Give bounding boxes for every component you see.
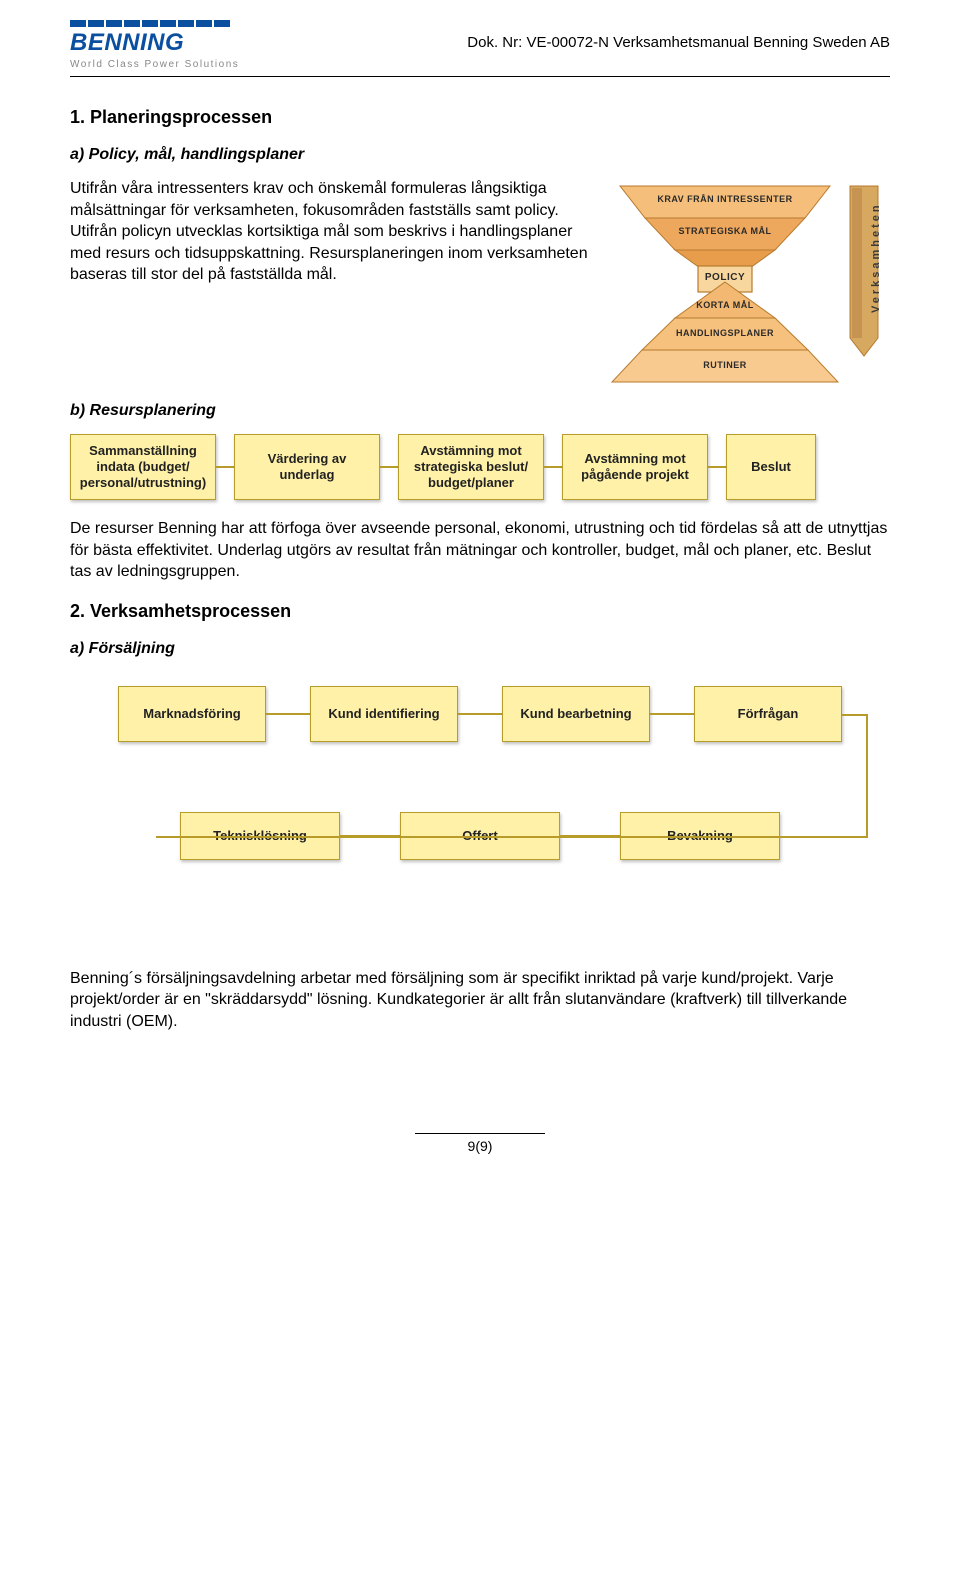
pyramid-side-label: Verksamheten bbox=[870, 188, 882, 328]
flow-box-kund-bearbetning: Kund bearbetning bbox=[502, 686, 650, 742]
logo: BENNING World Class Power Solutions bbox=[70, 20, 270, 70]
section-2a-text: Benning´s försäljningsavdelning arbetar … bbox=[70, 968, 890, 1033]
pyramid-label-policy: Policy bbox=[705, 272, 745, 283]
page-number: 9(9) bbox=[468, 1138, 493, 1154]
flow-elbow bbox=[156, 836, 868, 838]
section-1-title: 1. Planeringsprocessen bbox=[70, 107, 890, 128]
flow-connector bbox=[216, 466, 234, 468]
policy-pyramid-diagram: Krav från intressenter Strategiska mål P… bbox=[600, 178, 890, 388]
pyramid-label-krav: Krav från intressenter bbox=[657, 194, 792, 204]
flow-box-kund-identifiering: Kund identifiering bbox=[310, 686, 458, 742]
flow-box-beslut: Beslut bbox=[726, 434, 816, 500]
flow-connector bbox=[708, 466, 726, 468]
flow-connector bbox=[266, 713, 310, 715]
page-footer: 9(9) bbox=[70, 1133, 890, 1154]
pyramid-label-handlingsplaner: Handlingsplaner bbox=[676, 328, 774, 338]
flow-box-marknadsforing: Marknadsföring bbox=[118, 686, 266, 742]
flow-connector bbox=[380, 466, 398, 468]
resource-planning-flow: Sammanställning indata (budget/ personal… bbox=[70, 434, 890, 500]
sales-flow: Marknadsföring Kund identifiering Kund b… bbox=[70, 686, 890, 888]
flow-elbow bbox=[842, 714, 866, 716]
section-1b-title: b) Resursplanering bbox=[70, 402, 890, 420]
document-number: Dok. Nr: VE-00072-N Verksamhetsmanual Be… bbox=[270, 20, 890, 51]
flow-connector bbox=[458, 713, 502, 715]
page-header: BENNING World Class Power Solutions Dok.… bbox=[70, 20, 890, 77]
flow-connector bbox=[544, 466, 562, 468]
flow-box-sammanstallning: Sammanställning indata (budget/ personal… bbox=[70, 434, 216, 500]
flow-box-avstamning-strategi: Avstämning mot strategiska beslut/ budge… bbox=[398, 434, 544, 500]
logo-tagline: World Class Power Solutions bbox=[70, 59, 270, 70]
pyramid-label-strategiska: Strategiska mål bbox=[679, 226, 772, 236]
section-2-title: 2. Verksamhetsprocessen bbox=[70, 601, 890, 622]
flow-box-forfragan: Förfrågan bbox=[694, 686, 842, 742]
flow-connector bbox=[650, 713, 694, 715]
flow-box-avstamning-projekt: Avstämning mot pågående projekt bbox=[562, 434, 708, 500]
logo-text: BENNING bbox=[70, 29, 270, 57]
flow-elbow bbox=[866, 714, 868, 836]
section-1a-title: a) Policy, mål, handlingsplaner bbox=[70, 146, 890, 164]
section-1b-text: De resurser Benning har att förfoga över… bbox=[70, 518, 890, 583]
section-1a-text: Utifrån våra intressenters krav och önsk… bbox=[70, 178, 588, 286]
flow-box-vardering: Värdering av underlag bbox=[234, 434, 380, 500]
logo-bars bbox=[70, 20, 270, 27]
pyramid-label-korta: Korta mål bbox=[696, 300, 754, 310]
pyramid-label-rutiner: Rutiner bbox=[703, 360, 747, 370]
section-2a-title: a) Försäljning bbox=[70, 640, 890, 658]
